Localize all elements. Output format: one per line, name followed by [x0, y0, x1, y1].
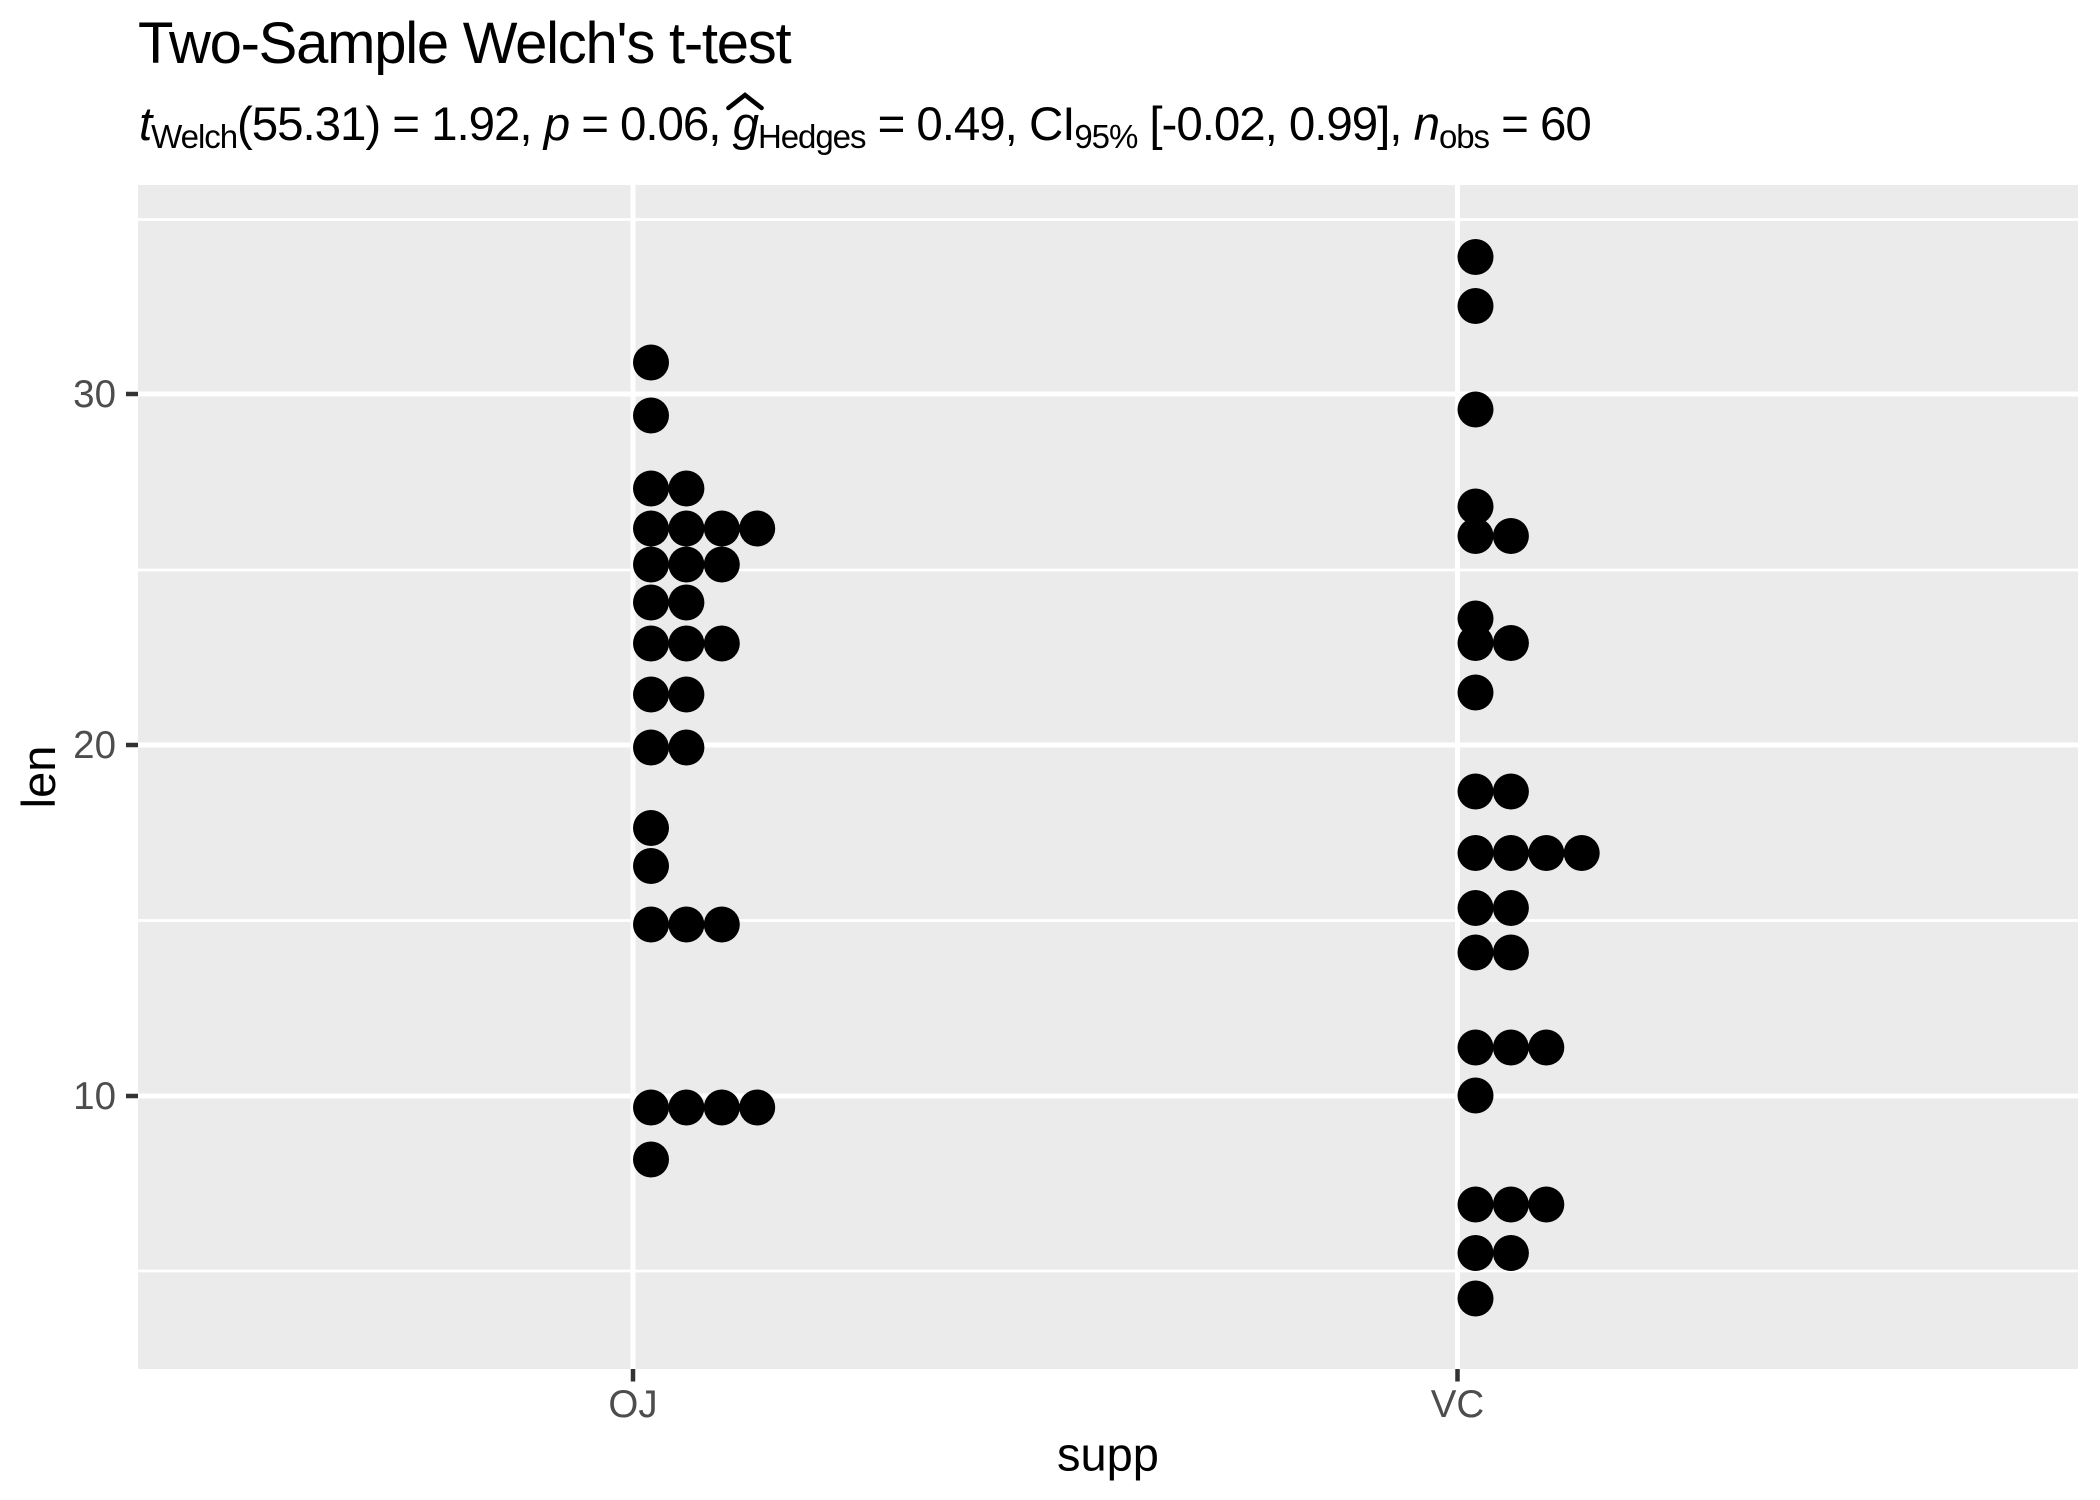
svg-text:10: 10	[73, 1075, 116, 1118]
svg-text:30: 30	[73, 373, 116, 416]
svg-text:Two-Sample Welch's t-test: Two-Sample Welch's t-test	[138, 11, 792, 76]
svg-text:20: 20	[73, 724, 116, 767]
svg-text:OJ: OJ	[608, 1383, 657, 1426]
svg-text:len: len	[12, 746, 65, 809]
svg-text:tWelch(55.31) = 1.92, p = 0.06: tWelch(55.31) = 1.92, p = 0.06, gHedges …	[139, 98, 1591, 155]
svg-text:supp: supp	[1057, 1428, 1159, 1481]
svg-text:VC: VC	[1431, 1383, 1484, 1426]
